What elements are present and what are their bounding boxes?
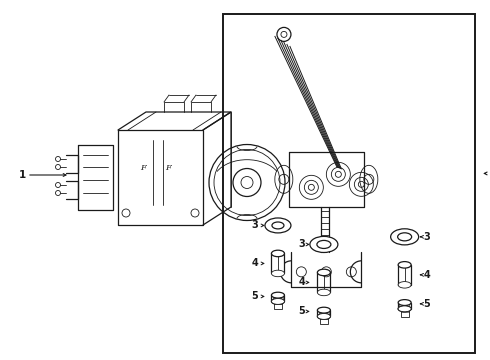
Bar bbox=[398, 265, 411, 285]
Ellipse shape bbox=[310, 237, 338, 252]
Ellipse shape bbox=[398, 262, 411, 268]
Bar bbox=[318, 310, 330, 316]
Text: 3: 3 bbox=[251, 220, 258, 230]
Text: F: F bbox=[165, 164, 171, 172]
Text: 4: 4 bbox=[423, 270, 430, 280]
Ellipse shape bbox=[272, 222, 284, 229]
Bar bbox=[223, 14, 475, 353]
Bar bbox=[401, 309, 409, 316]
Bar bbox=[274, 301, 282, 309]
Ellipse shape bbox=[391, 229, 418, 245]
Text: F: F bbox=[140, 164, 146, 172]
Text: 5: 5 bbox=[251, 292, 258, 301]
Text: 4: 4 bbox=[298, 278, 305, 287]
Ellipse shape bbox=[318, 269, 330, 276]
Ellipse shape bbox=[317, 240, 331, 248]
Text: 5: 5 bbox=[298, 306, 305, 316]
Ellipse shape bbox=[398, 306, 411, 312]
Text: 3: 3 bbox=[423, 232, 430, 242]
Bar bbox=[271, 295, 285, 301]
Ellipse shape bbox=[398, 282, 411, 288]
Ellipse shape bbox=[398, 300, 411, 306]
Text: 4: 4 bbox=[251, 258, 258, 269]
Ellipse shape bbox=[265, 218, 291, 233]
Ellipse shape bbox=[271, 298, 285, 304]
Ellipse shape bbox=[271, 250, 285, 257]
Bar bbox=[320, 316, 328, 324]
Ellipse shape bbox=[318, 314, 330, 319]
Bar bbox=[398, 302, 411, 309]
Text: 3: 3 bbox=[298, 239, 305, 249]
Bar bbox=[318, 273, 330, 292]
Ellipse shape bbox=[318, 307, 330, 313]
Ellipse shape bbox=[318, 314, 330, 319]
Ellipse shape bbox=[271, 270, 285, 277]
Ellipse shape bbox=[271, 298, 285, 304]
Text: 5: 5 bbox=[423, 299, 430, 309]
Ellipse shape bbox=[271, 292, 285, 298]
Ellipse shape bbox=[398, 233, 412, 241]
Bar bbox=[271, 253, 285, 274]
Ellipse shape bbox=[398, 306, 411, 312]
Text: 1: 1 bbox=[19, 170, 25, 180]
Ellipse shape bbox=[318, 289, 330, 296]
